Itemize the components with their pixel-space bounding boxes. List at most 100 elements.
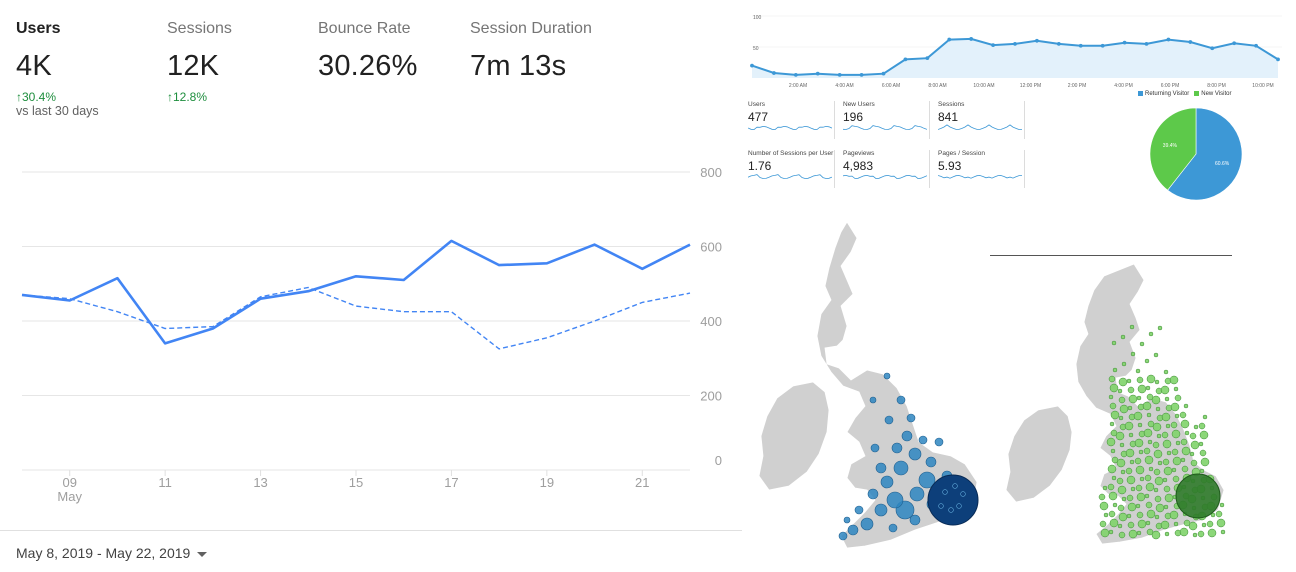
map-marker bbox=[1120, 334, 1126, 340]
map-marker bbox=[1171, 467, 1177, 473]
summary-tile-new-users[interactable]: New Users 196 bbox=[843, 101, 930, 139]
summary-tile-users[interactable]: Users 477 bbox=[748, 101, 835, 139]
metric-session-duration[interactable]: Session Duration 7m 13s bbox=[470, 20, 620, 83]
metric-bounce-rate[interactable]: Bounce Rate 30.26% bbox=[318, 20, 468, 83]
map-marker bbox=[942, 489, 948, 495]
map-marker bbox=[1126, 513, 1132, 519]
summary-tile-sessions[interactable]: Sessions 841 bbox=[938, 101, 1025, 139]
map-marker bbox=[1161, 412, 1171, 422]
metric-value: 12K bbox=[167, 50, 220, 82]
sparkline bbox=[748, 125, 832, 131]
map-marker bbox=[1144, 493, 1150, 499]
map-marker bbox=[896, 395, 906, 405]
date-range-selector[interactable]: May 8, 2019 - May 22, 2019 bbox=[16, 545, 208, 561]
tile-label: Number of Sessions per User bbox=[748, 150, 834, 157]
map-marker bbox=[1137, 384, 1147, 394]
map-marker bbox=[909, 514, 921, 526]
map-marker bbox=[1189, 432, 1197, 440]
map-marker bbox=[1152, 441, 1160, 449]
map-marker bbox=[1173, 386, 1179, 392]
metric-change: ↑30.4% bbox=[16, 90, 57, 104]
x-tick-label: 12:00 PM bbox=[1020, 83, 1041, 89]
summary-tile-sessions-per-user[interactable]: Number of Sessions per User 1.76 bbox=[748, 150, 835, 188]
map-marker bbox=[1154, 495, 1162, 503]
map-marker bbox=[1111, 475, 1117, 481]
map-marker bbox=[1118, 415, 1124, 421]
map-marker bbox=[1136, 492, 1146, 502]
map-marker bbox=[1126, 378, 1132, 384]
map-marker bbox=[1112, 502, 1118, 508]
map-marker bbox=[1120, 469, 1126, 475]
map-marker bbox=[870, 443, 880, 453]
map-marker bbox=[1106, 437, 1116, 447]
data-point bbox=[925, 56, 930, 61]
current-series-line bbox=[21, 239, 691, 345]
data-point bbox=[1035, 38, 1039, 43]
map-marker bbox=[1151, 530, 1161, 540]
map-marker bbox=[1144, 455, 1154, 465]
map-marker bbox=[886, 491, 904, 509]
y-tick-label: 100 bbox=[753, 15, 762, 21]
map-marker bbox=[1147, 439, 1153, 445]
map-marker bbox=[854, 505, 864, 515]
map-marker bbox=[1173, 521, 1179, 527]
map-marker-large bbox=[1175, 473, 1221, 519]
sparkline bbox=[938, 175, 1022, 179]
uk-map-green bbox=[1005, 263, 1226, 545]
data-point bbox=[859, 73, 864, 77]
map-marker bbox=[1135, 368, 1141, 374]
sparkline-path bbox=[843, 174, 927, 180]
map-marker bbox=[1128, 529, 1138, 539]
map-marker bbox=[1152, 422, 1162, 432]
map-marker bbox=[1137, 519, 1147, 529]
map-marker bbox=[1148, 466, 1154, 472]
map-marker bbox=[908, 447, 922, 461]
summary-tile-pageviews[interactable]: Pageviews 4,983 bbox=[843, 150, 930, 188]
map-marker bbox=[948, 507, 954, 513]
divider bbox=[0, 530, 742, 531]
map-marker bbox=[909, 486, 925, 502]
map-marker bbox=[1108, 375, 1116, 383]
map-marker bbox=[960, 491, 966, 497]
map-marker bbox=[1193, 424, 1199, 430]
map-marker bbox=[1145, 501, 1153, 509]
caret-down-icon bbox=[197, 551, 208, 557]
y-tick-label: 400 bbox=[700, 314, 722, 329]
ireland-shape bbox=[1005, 405, 1073, 503]
map-marker bbox=[1136, 376, 1144, 384]
legend-label: New Visitor bbox=[1201, 91, 1232, 98]
summary-tile-pages-per-session[interactable]: Pages / Session 5.93 bbox=[938, 150, 1025, 188]
map-marker bbox=[1117, 485, 1127, 495]
sessions-area-fill bbox=[752, 38, 1278, 78]
map-marker bbox=[1189, 451, 1195, 457]
pie-slice bbox=[1167, 107, 1243, 201]
metric-users[interactable]: Users 4K ↑30.4% vs last 30 days bbox=[16, 20, 166, 118]
map-marker bbox=[1171, 448, 1179, 456]
map-marker bbox=[1161, 431, 1169, 439]
map-marker bbox=[1099, 520, 1107, 528]
map-marker bbox=[1136, 511, 1144, 519]
map-marker bbox=[1170, 402, 1180, 412]
map-marker bbox=[1144, 474, 1152, 482]
map-marker bbox=[1134, 457, 1142, 465]
map-marker bbox=[938, 503, 944, 509]
map-marker bbox=[1154, 476, 1164, 486]
metric-sessions[interactable]: Sessions 12K ↑12.8% bbox=[167, 20, 317, 104]
x-tick-label: 8:00 AM bbox=[928, 83, 946, 89]
tile-label: Pageviews bbox=[843, 150, 875, 157]
map-marker bbox=[1142, 401, 1152, 411]
map-marker bbox=[1153, 449, 1163, 459]
map-marker bbox=[1165, 423, 1171, 429]
map-marker bbox=[1162, 477, 1168, 483]
ireland-shape bbox=[758, 381, 830, 491]
map-marker bbox=[1117, 523, 1123, 529]
map-marker bbox=[1174, 394, 1182, 402]
pie-legend: Returning Visitor New Visitor bbox=[1138, 91, 1232, 97]
sparkline-path bbox=[938, 175, 1022, 179]
map-marker bbox=[1192, 532, 1198, 538]
tile-value: 1.76 bbox=[748, 159, 772, 173]
tile-label: New Users bbox=[843, 101, 875, 108]
map-marker bbox=[1121, 361, 1127, 367]
map-marker bbox=[918, 435, 928, 445]
data-point bbox=[947, 37, 952, 42]
